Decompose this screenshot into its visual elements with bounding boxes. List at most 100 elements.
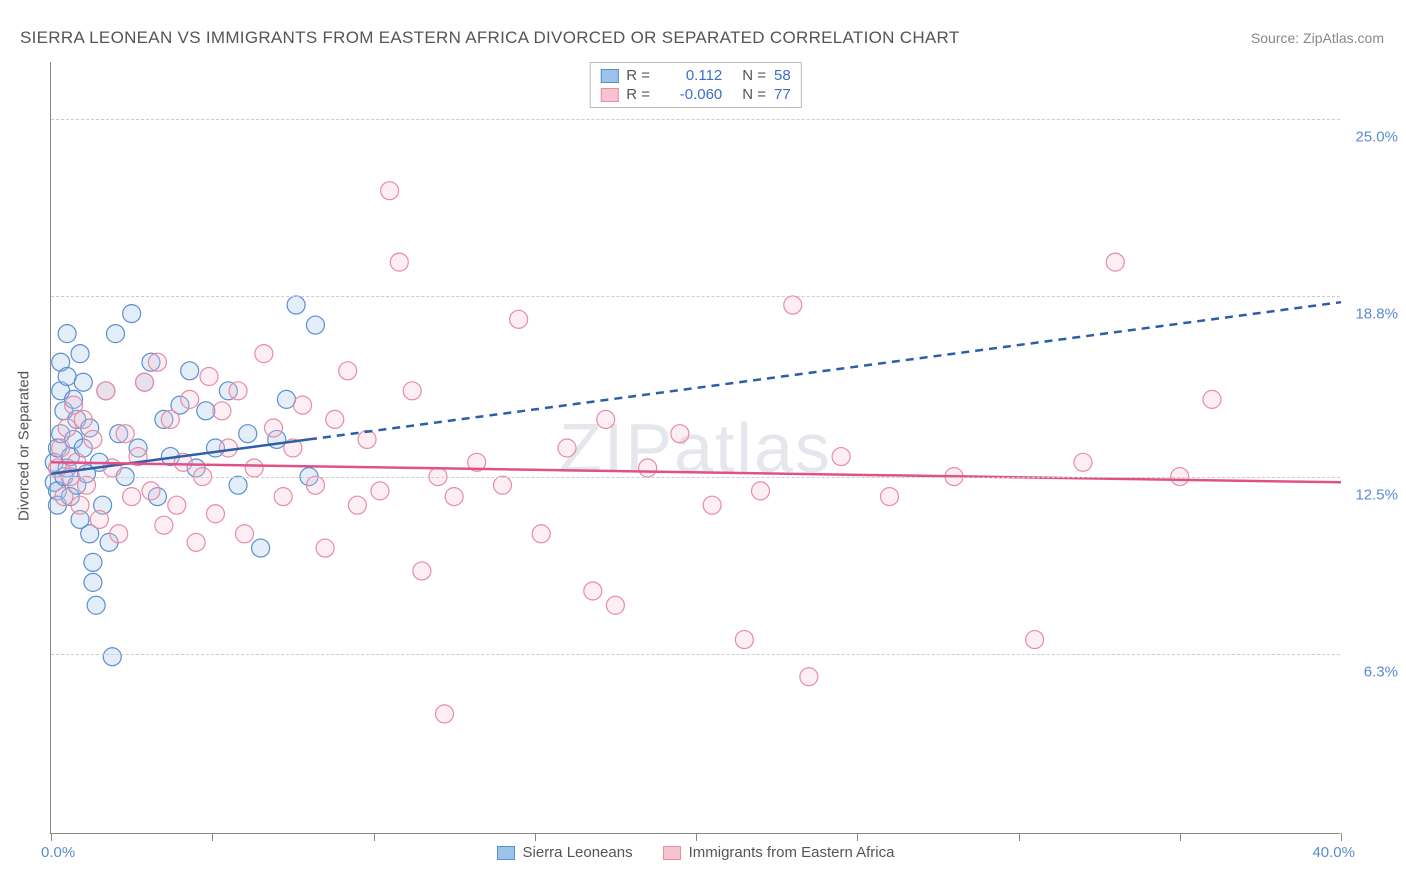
y-tick-label: 25.0% (1355, 129, 1398, 146)
data-point (510, 310, 528, 328)
data-point (597, 410, 615, 428)
data-point (200, 368, 218, 386)
data-point (1203, 390, 1221, 408)
data-point (116, 425, 134, 443)
swatch-series-1 (600, 69, 618, 83)
data-point (287, 296, 305, 314)
legend-label-2: Immigrants from Eastern Africa (689, 844, 895, 861)
data-point (77, 476, 95, 494)
data-point (219, 439, 237, 457)
data-point (306, 476, 324, 494)
legend-row-series-1: R = 0.112 N = 58 (600, 66, 790, 85)
data-point (84, 573, 102, 591)
x-tick (212, 833, 213, 841)
data-point (58, 419, 76, 437)
data-point (277, 390, 295, 408)
data-point (71, 345, 89, 363)
data-point (671, 425, 689, 443)
data-point (123, 488, 141, 506)
r-value-1: 0.112 (662, 67, 722, 84)
data-point (752, 482, 770, 500)
x-tick (696, 833, 697, 841)
data-point (58, 325, 76, 343)
data-point (703, 496, 721, 514)
data-point (348, 496, 366, 514)
data-point (881, 488, 899, 506)
x-tick (1180, 833, 1181, 841)
swatch-bottom-2 (663, 846, 681, 860)
data-point (316, 539, 334, 557)
data-point (1074, 453, 1092, 471)
data-point (358, 430, 376, 448)
data-point (371, 482, 389, 500)
data-point (136, 373, 154, 391)
x-tick (51, 833, 52, 841)
data-point (58, 368, 76, 386)
data-point (413, 562, 431, 580)
legend-bottom: Sierra Leoneans Immigrants from Eastern … (497, 844, 895, 861)
n-label: N = (742, 86, 766, 103)
data-point (55, 488, 73, 506)
data-point (181, 362, 199, 380)
data-point (532, 525, 550, 543)
data-point (255, 345, 273, 363)
legend-label-1: Sierra Leoneans (523, 844, 633, 861)
data-point (832, 448, 850, 466)
y-tick-label: 12.5% (1355, 486, 1398, 503)
data-point (252, 539, 270, 557)
data-point (239, 425, 257, 443)
data-point (148, 353, 166, 371)
x-min-label: 0.0% (41, 844, 75, 861)
data-point (110, 525, 128, 543)
data-point (229, 382, 247, 400)
data-point (306, 316, 324, 334)
data-point (403, 382, 421, 400)
data-point (161, 410, 179, 428)
legend-correlation-box: R = 0.112 N = 58 R = -0.060 N = 77 (589, 62, 801, 108)
y-tick-label: 18.8% (1355, 306, 1398, 323)
data-point (90, 510, 108, 528)
grid-line (51, 477, 1340, 478)
data-point (245, 459, 263, 477)
n-value-2: 77 (774, 86, 791, 103)
data-point (494, 476, 512, 494)
data-point (435, 705, 453, 723)
data-point (294, 396, 312, 414)
x-tick (857, 833, 858, 841)
r-label: R = (626, 86, 654, 103)
y-tick-label: 6.3% (1364, 663, 1398, 680)
x-tick (374, 833, 375, 841)
x-tick (1019, 833, 1020, 841)
data-point (71, 496, 89, 514)
legend-item-1: Sierra Leoneans (497, 844, 633, 861)
data-point (187, 533, 205, 551)
data-point (84, 430, 102, 448)
trend-line (309, 302, 1341, 439)
data-point (74, 373, 92, 391)
data-point (584, 582, 602, 600)
data-point (606, 596, 624, 614)
n-value-1: 58 (774, 67, 791, 84)
data-point (236, 525, 254, 543)
data-point (381, 182, 399, 200)
x-tick (535, 833, 536, 841)
data-point (558, 439, 576, 457)
r-label: R = (626, 67, 654, 84)
x-tick (1341, 833, 1342, 841)
data-point (103, 648, 121, 666)
data-point (197, 402, 215, 420)
data-point (800, 668, 818, 686)
grid-line (51, 654, 1340, 655)
data-point (87, 596, 105, 614)
chart-title: SIERRA LEONEAN VS IMMIGRANTS FROM EASTER… (20, 28, 960, 48)
data-point (390, 253, 408, 271)
data-point (107, 325, 125, 343)
data-point (97, 382, 115, 400)
source-label: Source: ZipAtlas.com (1251, 30, 1384, 46)
n-label: N = (742, 67, 766, 84)
data-point (103, 459, 121, 477)
chart-svg (51, 62, 1340, 833)
data-point (142, 482, 160, 500)
data-point (445, 488, 463, 506)
data-point (213, 402, 231, 420)
